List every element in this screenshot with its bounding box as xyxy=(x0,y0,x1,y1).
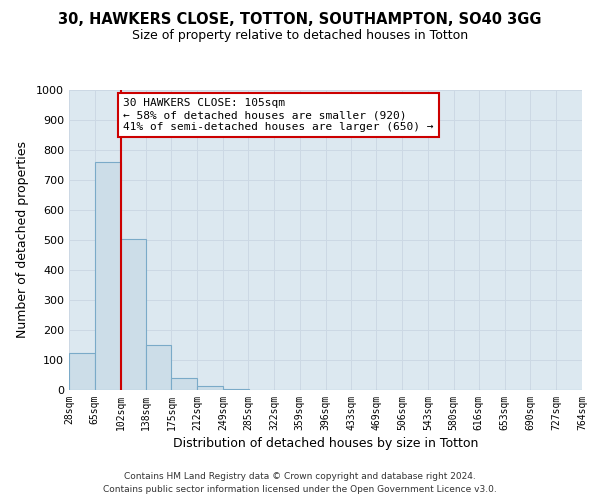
X-axis label: Distribution of detached houses by size in Totton: Distribution of detached houses by size … xyxy=(173,437,478,450)
Bar xyxy=(69,352,95,390)
Y-axis label: Number of detached properties: Number of detached properties xyxy=(16,142,29,338)
Text: Contains HM Land Registry data © Crown copyright and database right 2024.: Contains HM Land Registry data © Crown c… xyxy=(124,472,476,481)
Text: 30, HAWKERS CLOSE, TOTTON, SOUTHAMPTON, SO40 3GG: 30, HAWKERS CLOSE, TOTTON, SOUTHAMPTON, … xyxy=(58,12,542,28)
Text: 30 HAWKERS CLOSE: 105sqm
← 58% of detached houses are smaller (920)
41% of semi-: 30 HAWKERS CLOSE: 105sqm ← 58% of detach… xyxy=(124,98,434,132)
Bar xyxy=(95,162,121,390)
Bar xyxy=(121,238,146,390)
Text: Size of property relative to detached houses in Totton: Size of property relative to detached ho… xyxy=(132,29,468,42)
Bar xyxy=(223,388,249,390)
Text: Contains public sector information licensed under the Open Government Licence v3: Contains public sector information licen… xyxy=(103,485,497,494)
Bar xyxy=(146,345,172,390)
Bar xyxy=(197,386,223,390)
Bar xyxy=(172,378,197,390)
